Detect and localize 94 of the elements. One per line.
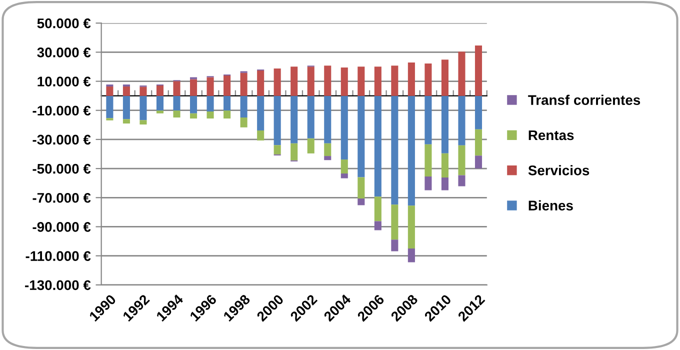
bar <box>391 66 398 96</box>
bar <box>458 145 466 176</box>
y-tick-label: -30.000 € <box>32 134 91 145</box>
bar <box>358 177 365 199</box>
bar <box>257 130 264 140</box>
bar <box>190 79 198 96</box>
bar <box>474 96 482 130</box>
y-tick-label: -90.000 € <box>32 222 91 232</box>
bar <box>374 66 382 96</box>
bar <box>140 96 147 120</box>
bar <box>290 143 298 160</box>
bar <box>173 110 180 118</box>
bar <box>240 96 248 118</box>
y-tick-label: -110.000 € <box>26 251 91 261</box>
bar <box>441 178 448 190</box>
bar <box>441 96 448 154</box>
bar <box>206 77 214 96</box>
legend-label: Servicios <box>528 165 590 176</box>
bar <box>156 85 164 96</box>
bar <box>224 75 231 96</box>
bar <box>257 70 264 96</box>
bar <box>358 96 365 178</box>
bar <box>206 112 214 119</box>
bar <box>324 156 332 160</box>
bar <box>458 96 466 146</box>
bar <box>408 248 415 262</box>
bar <box>122 84 130 87</box>
bar <box>474 129 482 156</box>
bar <box>424 176 432 190</box>
bar <box>106 96 114 118</box>
y-tick-label: 50.000 € <box>37 18 91 28</box>
bar <box>274 145 281 154</box>
legend-label: Rentas <box>528 130 574 140</box>
bar <box>290 66 298 96</box>
bar <box>408 96 415 206</box>
bar <box>290 96 298 144</box>
bar <box>374 96 382 197</box>
bar <box>190 96 198 114</box>
bar <box>173 96 180 111</box>
bar <box>391 96 398 205</box>
y-tick-label: -70.000 € <box>32 192 91 203</box>
bar <box>324 96 332 144</box>
bar <box>340 67 348 96</box>
bar <box>340 96 348 160</box>
bar <box>240 72 248 96</box>
bar <box>324 66 332 96</box>
bar <box>190 113 198 119</box>
legend-label: Bienes <box>528 200 573 210</box>
bar <box>458 175 466 186</box>
y-tick-label: 10.000 € <box>38 76 91 86</box>
bar <box>474 46 482 96</box>
bar <box>358 198 365 206</box>
bar <box>441 60 448 96</box>
bar <box>391 240 398 252</box>
bar <box>206 96 214 112</box>
bar <box>106 86 114 96</box>
y-tick-label: -10.000 € <box>32 106 91 116</box>
bar <box>340 173 348 178</box>
bar <box>140 120 147 124</box>
y-tick-label: 30.000 € <box>37 48 91 58</box>
bar <box>340 160 348 174</box>
bar <box>374 196 382 222</box>
bar <box>424 144 432 177</box>
bar <box>424 64 432 96</box>
bar <box>224 96 231 111</box>
bar <box>274 96 281 146</box>
bar <box>307 138 314 154</box>
bar <box>358 66 365 96</box>
bar <box>424 96 432 144</box>
bar <box>156 96 164 111</box>
bar <box>391 204 398 240</box>
y-tick-label: -130.000 € <box>25 280 91 290</box>
y-tick-label: -50.000 € <box>32 164 91 174</box>
bar <box>122 96 130 120</box>
bar <box>324 143 332 156</box>
bar <box>173 81 180 96</box>
bar <box>257 96 264 130</box>
bar <box>240 117 248 128</box>
bar <box>408 62 415 96</box>
bar <box>307 96 314 138</box>
bar <box>408 206 415 249</box>
bar <box>441 153 448 178</box>
bar <box>156 110 164 114</box>
bar <box>140 86 147 96</box>
bar <box>106 84 114 87</box>
bar <box>307 66 314 96</box>
bar <box>224 110 231 119</box>
legend-label: Transf corrientes <box>528 94 640 105</box>
bar <box>458 52 466 96</box>
bar <box>122 86 130 96</box>
bar <box>474 156 482 169</box>
bar <box>122 119 130 124</box>
bar <box>274 68 281 96</box>
bar <box>374 221 382 230</box>
